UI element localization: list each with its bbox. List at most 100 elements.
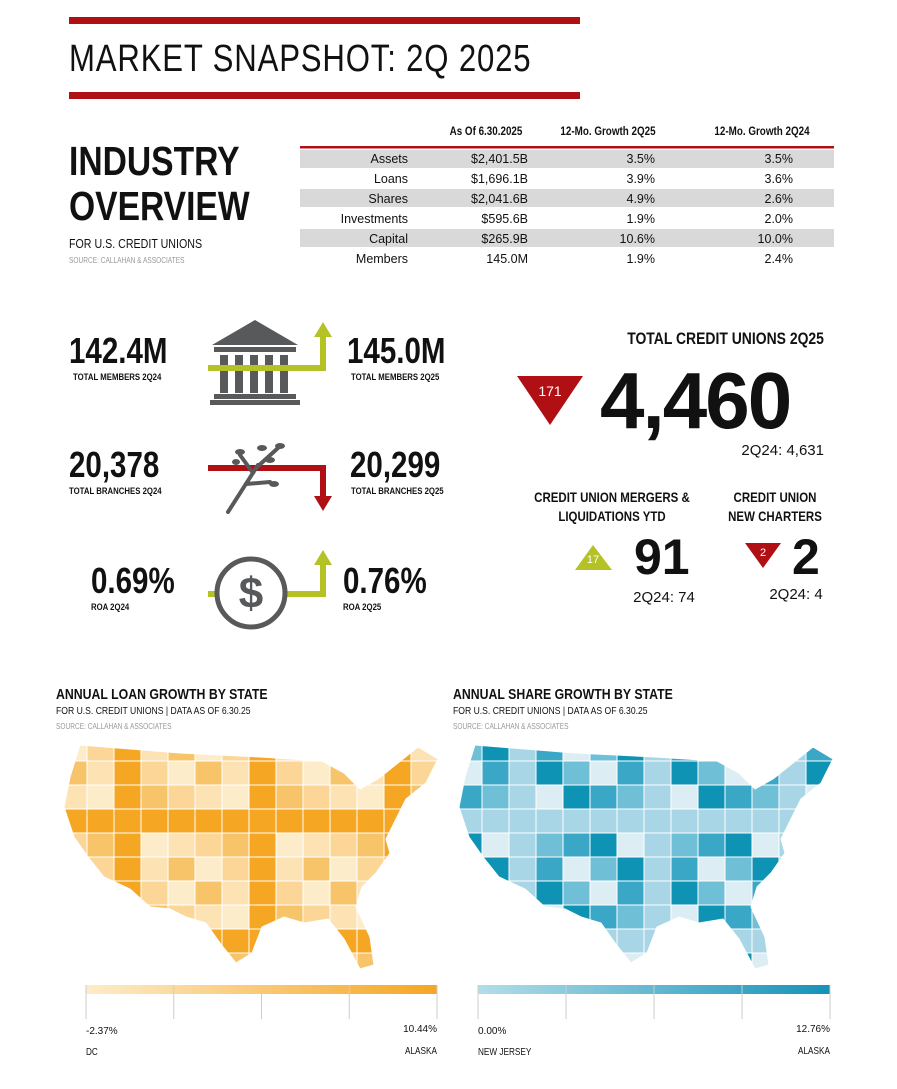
state-region	[356, 760, 385, 786]
state-region	[508, 832, 537, 858]
state-region	[535, 784, 564, 810]
overview-subtitle: FOR U.S. CREDIT UNIONS	[69, 236, 203, 251]
column-header: As Of 6.30.2025	[449, 124, 523, 138]
mergers-value: 91	[634, 529, 690, 585]
state-region	[356, 808, 385, 834]
state-region	[459, 745, 483, 762]
row-band	[300, 189, 834, 207]
state-region	[562, 745, 591, 762]
map-title: ANNUAL SHARE GROWTH BY STATE	[453, 686, 673, 703]
state-region	[697, 760, 726, 786]
state-region	[459, 808, 483, 834]
state-region	[481, 760, 510, 786]
state-region	[643, 880, 672, 906]
us-map	[459, 745, 833, 969]
state-region	[221, 808, 250, 834]
state-region	[643, 808, 672, 834]
state-region	[670, 760, 699, 786]
state-region	[459, 952, 483, 969]
state-region	[778, 745, 807, 762]
up-triangle	[575, 545, 612, 570]
cell: 2.4%	[764, 252, 794, 266]
state-region	[167, 928, 196, 954]
state-region	[778, 880, 807, 906]
state-region	[410, 880, 438, 906]
up-arrow	[208, 334, 326, 371]
state-region	[113, 904, 142, 930]
state-region	[508, 856, 537, 882]
state-region	[616, 808, 645, 834]
state-region	[64, 880, 88, 906]
state-region	[113, 952, 142, 969]
state-region	[383, 856, 412, 882]
overview-title: INDUSTRY	[69, 138, 240, 184]
charters-title: CREDIT UNION	[733, 489, 817, 505]
state-region	[221, 745, 250, 762]
state-region	[383, 784, 412, 810]
cell: 3.9%	[626, 172, 656, 186]
legend-min-state: DC	[86, 1047, 98, 1058]
state-region	[329, 832, 358, 858]
column-header: 12-Mo. Growth 2Q24	[714, 124, 810, 138]
state-region	[589, 808, 618, 834]
state-region	[275, 952, 304, 969]
state-region	[724, 928, 753, 954]
legend-min: -2.37%	[86, 1026, 118, 1037]
legend-min-state: NEW JERSEY	[478, 1047, 532, 1058]
state-region	[643, 856, 672, 882]
state-region	[167, 808, 196, 834]
state-region	[302, 784, 331, 810]
stat-label: TOTAL BRANCHES 2Q25	[351, 486, 444, 497]
total-prior: 2Q24: 4,631	[741, 442, 824, 459]
state-region	[805, 856, 833, 882]
state-region	[562, 856, 591, 882]
state-region	[697, 784, 726, 810]
state-region	[805, 808, 833, 834]
state-region	[167, 904, 196, 930]
state-region	[508, 808, 537, 834]
cell: 10.0%	[757, 232, 793, 246]
state-region	[194, 856, 223, 882]
map-title: ANNUAL LOAN GROWTH BY STATE	[56, 686, 268, 703]
us-map	[64, 745, 438, 969]
state-region	[616, 745, 645, 762]
state-region	[410, 808, 438, 834]
state-region	[113, 760, 142, 786]
state-region	[410, 832, 438, 858]
state-region	[329, 856, 358, 882]
state-region	[383, 904, 412, 930]
state-region	[459, 856, 483, 882]
state-region	[616, 784, 645, 810]
state-region	[167, 880, 196, 906]
state-region	[535, 808, 564, 834]
state-region	[508, 904, 537, 930]
state-region	[616, 952, 645, 969]
state-region	[356, 880, 385, 906]
state-region	[248, 952, 277, 969]
state-region	[643, 952, 672, 969]
state-region	[167, 952, 196, 969]
state-region	[562, 880, 591, 906]
state-region	[616, 832, 645, 858]
state-region	[616, 928, 645, 954]
row-band	[300, 150, 834, 168]
state-region	[248, 856, 277, 882]
state-region	[724, 745, 753, 762]
state-region	[140, 880, 169, 906]
state-region	[670, 952, 699, 969]
state-region	[86, 904, 115, 930]
source: SOURCE: CALLAHAN & ASSOCIATES	[453, 722, 569, 731]
header-rule	[69, 17, 580, 24]
state-region	[724, 856, 753, 882]
state-region	[697, 832, 726, 858]
state-region	[275, 832, 304, 858]
state-region	[535, 745, 564, 762]
state-region	[562, 808, 591, 834]
state-region	[194, 808, 223, 834]
branch-icon	[226, 443, 285, 514]
state-region	[275, 904, 304, 930]
map-outline	[63, 744, 439, 970]
state-region	[221, 880, 250, 906]
state-region	[616, 904, 645, 930]
